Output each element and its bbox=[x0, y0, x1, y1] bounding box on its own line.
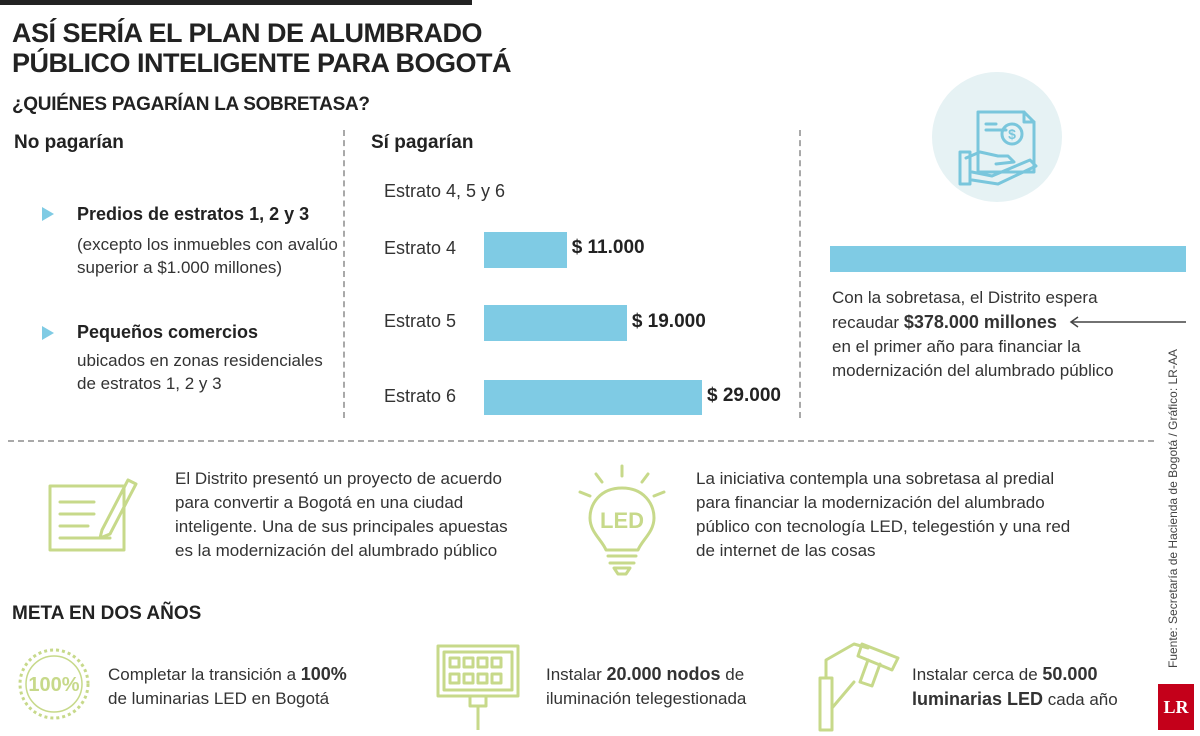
si-pagarian-heading: Sí pagarían bbox=[371, 132, 474, 153]
recaudo-line-4: modernización del alumbrado público bbox=[832, 361, 1114, 380]
meta-bold: luminarias LED bbox=[912, 689, 1044, 709]
section-divider bbox=[8, 440, 1154, 442]
bar-estrato-4 bbox=[484, 232, 567, 268]
iniciativa-line: para financiar la modernización del alum… bbox=[696, 493, 1045, 512]
led-label: LED bbox=[600, 508, 644, 533]
proyecto-line: para convertir a Bogotá en una ciudad bbox=[175, 493, 464, 512]
meta-item-3-line-1: Instalar cerca de 50.000 bbox=[912, 662, 1118, 687]
led-panel-icon bbox=[436, 644, 520, 730]
meta-text: Instalar bbox=[546, 665, 607, 684]
recaudo-line-2: recaudar $378.000 millones bbox=[832, 310, 1122, 335]
category-label-estrato-5: Estrato 5 bbox=[384, 311, 457, 331]
top-rule bbox=[0, 0, 472, 5]
no-pagarian-item-1-title: Predios de estratos 1, 2 y 3 bbox=[77, 204, 310, 224]
no-pagarian-heading: No pagarían bbox=[14, 132, 124, 153]
text-line: de estratos 1, 2 y 3 bbox=[77, 374, 222, 393]
meta-text: Completar la transición a bbox=[108, 665, 301, 684]
category-label-estrato-6: Estrato 6 bbox=[384, 386, 457, 406]
document-pen-icon bbox=[48, 478, 138, 552]
recaudo-line-1: Con la sobretasa, el Distrito espera bbox=[832, 288, 1098, 307]
source-credit: Fuente: Secretaría de Hacienda de Bogotá… bbox=[1166, 349, 1180, 668]
iniciativa-line: La iniciativa contempla una sobretasa al… bbox=[696, 469, 1055, 488]
bullet-arrow-icon bbox=[42, 326, 54, 340]
proyecto-line: es la modernización del alumbrado públic… bbox=[175, 541, 498, 560]
percent-badge-label: 100% bbox=[28, 674, 79, 696]
meta-item-1-line-1: Completar la transición a 100% bbox=[108, 662, 347, 687]
pointer-arrow-icon bbox=[1069, 316, 1186, 328]
meta-text: cada año bbox=[1043, 690, 1118, 709]
svg-text:$: $ bbox=[1008, 126, 1016, 142]
meta-item-2-text: Instalar 20.000 nodos de iluminación tel… bbox=[546, 662, 746, 711]
column-divider-2 bbox=[799, 130, 801, 418]
iniciativa-text: La iniciativa contempla una sobretasa al… bbox=[696, 467, 1070, 563]
iniciativa-line: público con tecnología LED, telegestión … bbox=[696, 517, 1071, 536]
group-label: Estrato 4, 5 y 6 bbox=[384, 181, 506, 201]
meta-text: Instalar cerca de bbox=[912, 665, 1043, 684]
value-label-estrato-6: $ 29.000 bbox=[707, 385, 781, 406]
recaudo-amount: $378.000 millones bbox=[903, 312, 1057, 332]
iniciativa-line: de internet de las cosas bbox=[696, 541, 876, 560]
recaudo-line-3: en el primer año para financiar la bbox=[832, 337, 1081, 356]
page-title: ASÍ SERÍA EL PLAN DE ALUMBRADO PÚBLICO I… bbox=[12, 18, 512, 78]
title-line-1: ASÍ SERÍA EL PLAN DE ALUMBRADO bbox=[12, 18, 483, 48]
category-label-estrato-4: Estrato 4 bbox=[384, 238, 457, 258]
column-divider-1 bbox=[343, 130, 345, 418]
meta-heading: META EN DOS AÑOS bbox=[12, 603, 202, 624]
text-line: (excepto los inmuebles con avalúo bbox=[77, 235, 338, 254]
meta-bold: 20.000 nodos bbox=[606, 664, 721, 684]
recaudo-line-2-text: recaudar bbox=[832, 313, 904, 332]
recaudo-bar bbox=[830, 246, 1186, 272]
lr-logo: LR bbox=[1158, 684, 1194, 730]
text-line: ubicados en zonas residenciales bbox=[77, 351, 323, 370]
value-label-estrato-4: $ 11.000 bbox=[571, 237, 645, 258]
no-pagarian-item-2-title: Pequeños comercios bbox=[77, 322, 259, 342]
meta-item-2-line-1: Instalar 20.000 nodos de bbox=[546, 662, 746, 687]
meta-item-2-line-2: iluminación telegestionada bbox=[546, 689, 747, 708]
text-line: superior a $1.000 millones) bbox=[77, 258, 283, 277]
proyecto-line: El Distrito presentó un proyecto de acue… bbox=[175, 469, 502, 488]
meta-item-3-line-2: luminarias LED cada año bbox=[912, 687, 1118, 712]
bullet-arrow-icon bbox=[42, 207, 54, 221]
bar-estrato-5 bbox=[484, 305, 627, 341]
no-pagarian-item-1-text: (excepto los inmuebles con avalúo superi… bbox=[77, 233, 338, 279]
proyecto-line: inteligente. Una de sus principales apue… bbox=[175, 517, 508, 536]
no-pagarian-item-2-text: ubicados en zonas residenciales de estra… bbox=[77, 349, 323, 395]
icon-circle bbox=[932, 72, 1062, 202]
led-bulb-icon: LED bbox=[578, 464, 666, 576]
percent-badge-icon: 100% bbox=[18, 648, 90, 720]
meta-item-1-text: Completar la transición a 100% de lumina… bbox=[108, 662, 347, 711]
meta-text: de bbox=[720, 665, 745, 684]
meta-bold: 50.000 bbox=[1042, 664, 1098, 684]
value-label-estrato-5: $ 19.000 bbox=[631, 311, 706, 332]
recaudo-text: Con la sobretasa, el Distrito espera rec… bbox=[832, 286, 1122, 383]
money-document-icon: $ bbox=[958, 110, 1038, 186]
meta-item-3-text: Instalar cerca de 50.000 luminarias LED … bbox=[912, 662, 1118, 712]
street-lamp-icon bbox=[818, 642, 900, 732]
meta-bold: 100% bbox=[300, 664, 347, 684]
title-line-2: PÚBLICO INTELIGENTE PARA BOGOTÁ bbox=[12, 48, 512, 78]
proyecto-text: El Distrito presentó un proyecto de acue… bbox=[175, 467, 508, 563]
section-subtitle: ¿QUIÉNES PAGARÍAN LA SOBRETASA? bbox=[12, 94, 370, 115]
meta-item-1-line-2: de luminarias LED en Bogotá bbox=[108, 689, 330, 708]
bar-estrato-6 bbox=[484, 380, 702, 415]
